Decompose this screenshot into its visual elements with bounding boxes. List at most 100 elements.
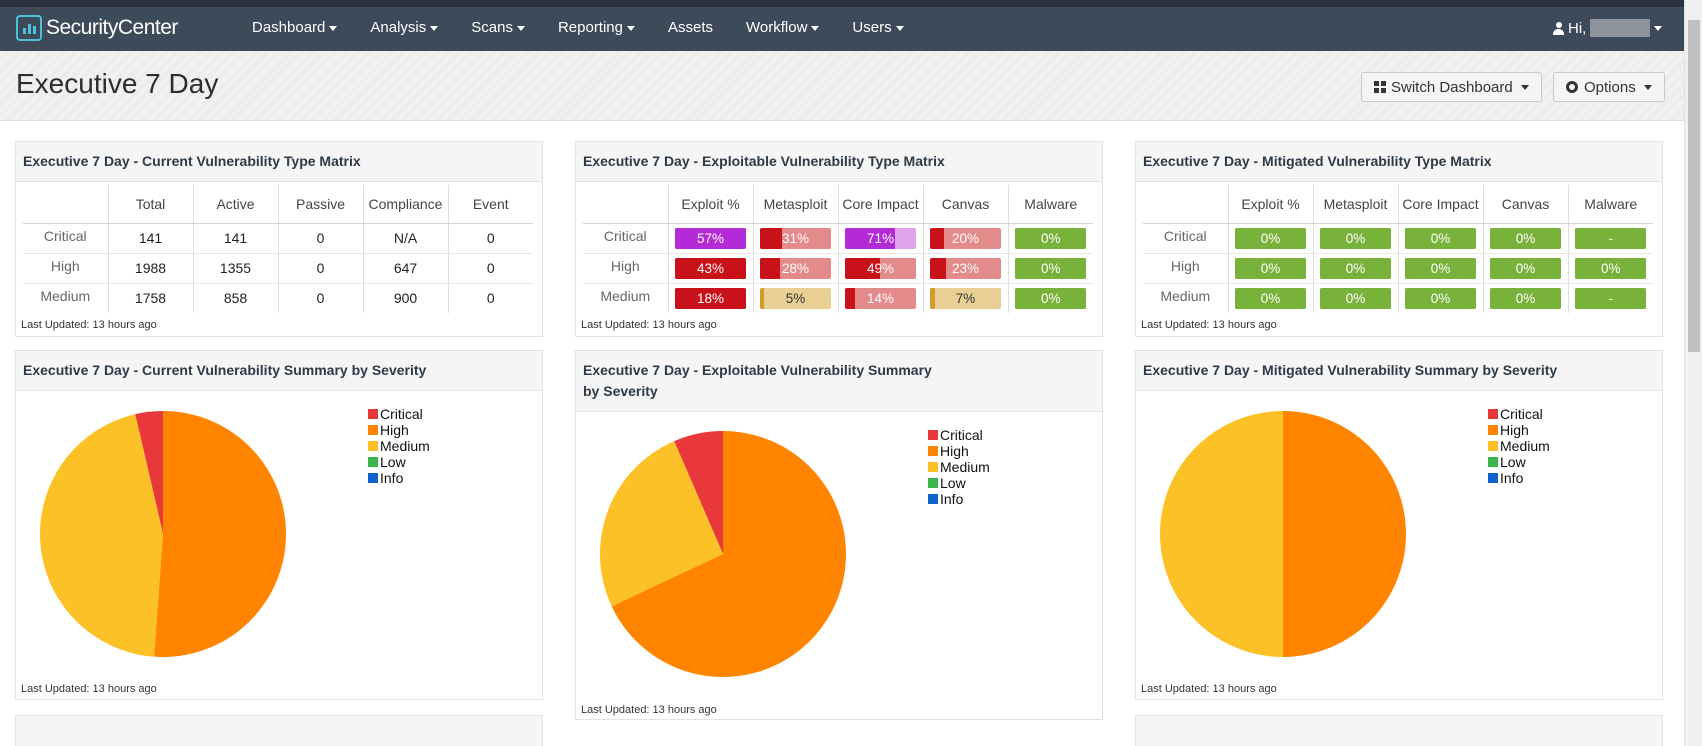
column-header: Canvas: [1482, 185, 1568, 224]
legend-label: Info: [380, 470, 404, 486]
matrix-cell[interactable]: 141: [107, 223, 193, 254]
legend-item-high[interactable]: High: [368, 422, 430, 438]
page-scrollbar[interactable]: [1684, 0, 1702, 746]
nav-analysis[interactable]: Analysis: [370, 19, 439, 36]
corner-header: [23, 185, 108, 224]
matrix-cell[interactable]: 0%: [1482, 223, 1568, 254]
legend-swatch: [1488, 425, 1498, 435]
scrollbar-thumb[interactable]: [1688, 20, 1700, 352]
nav-reporting[interactable]: Reporting: [558, 19, 635, 36]
matrix-cell[interactable]: 5%: [752, 283, 838, 313]
current-severity-pie-chart: [40, 411, 287, 657]
matrix-cell[interactable]: 1988: [107, 253, 193, 284]
pie-slice-high[interactable]: [611, 431, 846, 677]
nav-assets[interactable]: Assets: [668, 19, 713, 36]
matrix-cell[interactable]: 1355: [192, 253, 278, 284]
chevron-down-icon: [811, 25, 820, 31]
legend-item-medium[interactable]: Medium: [368, 438, 430, 454]
matrix-cell[interactable]: 0%: [1227, 223, 1313, 254]
nav-scans[interactable]: Scans: [471, 19, 525, 36]
pie-slice-critical[interactable]: [674, 431, 723, 554]
matrix-cell[interactable]: 0%: [1312, 223, 1398, 254]
app-logo[interactable]: SecurityCenter: [16, 15, 178, 41]
legend-item-critical[interactable]: Critical: [928, 427, 990, 443]
matrix-cell[interactable]: 0%: [1312, 283, 1398, 313]
pie-slice-high[interactable]: [154, 411, 287, 657]
percent-value: -: [1608, 230, 1614, 246]
legend-item-medium[interactable]: Medium: [928, 459, 990, 475]
matrix-cell[interactable]: 0%: [1567, 253, 1653, 284]
legend-item-info[interactable]: Info: [1488, 470, 1550, 486]
matrix-cell[interactable]: 0: [447, 283, 533, 313]
pie-slice-high[interactable]: [1283, 411, 1406, 657]
pie-slice-medium[interactable]: [600, 441, 723, 607]
matrix-cell[interactable]: 7%: [922, 283, 1008, 313]
matrix-cell[interactable]: 43%: [667, 253, 753, 284]
user-menu[interactable]: Hi,: [1553, 19, 1663, 37]
pie-slice-critical[interactable]: [135, 411, 163, 534]
legend-item-low[interactable]: Low: [928, 475, 990, 491]
column-header: Passive: [277, 185, 363, 224]
nav-users[interactable]: Users: [852, 19, 904, 36]
matrix-cell[interactable]: 0: [447, 223, 533, 254]
matrix-cell[interactable]: 0: [277, 253, 363, 284]
pie-slice-medium[interactable]: [40, 414, 163, 657]
matrix-cell[interactable]: 28%: [752, 253, 838, 284]
percent-bar-fill: [1575, 287, 1647, 309]
legend-item-low[interactable]: Low: [1488, 454, 1550, 470]
legend-item-critical[interactable]: Critical: [1488, 406, 1550, 422]
matrix-cell[interactable]: 0: [277, 283, 363, 313]
matrix-cell[interactable]: 0%: [1227, 253, 1313, 284]
legend-item-critical[interactable]: Critical: [368, 406, 430, 422]
switch-dashboard-button[interactable]: Switch Dashboard: [1361, 72, 1542, 102]
percent-bar: 0%: [1490, 257, 1561, 279]
matrix-cell[interactable]: 900: [362, 283, 448, 313]
matrix-cell[interactable]: 647: [362, 253, 448, 284]
matrix-cell[interactable]: 0%: [1482, 253, 1568, 284]
percent-bar-fill: [675, 287, 746, 309]
matrix-cell[interactable]: 858: [192, 283, 278, 313]
matrix-cell[interactable]: 31%: [752, 223, 838, 254]
gear-icon: [1566, 81, 1578, 93]
matrix-cell[interactable]: 0%: [1007, 253, 1093, 284]
nav-workflow[interactable]: Workflow: [746, 19, 820, 36]
matrix-cell[interactable]: 0: [447, 253, 533, 284]
matrix-cell[interactable]: 49%: [837, 253, 923, 284]
legend-item-high[interactable]: High: [928, 443, 990, 459]
matrix-cell[interactable]: 0%: [1482, 283, 1568, 313]
matrix-cell[interactable]: 18%: [667, 283, 753, 313]
percent-bar-fill: [1490, 257, 1561, 279]
matrix-cell[interactable]: -: [1567, 283, 1653, 313]
legend-item-info[interactable]: Info: [928, 491, 990, 507]
matrix-cell[interactable]: 1758: [107, 283, 193, 313]
matrix-cell[interactable]: 0%: [1007, 223, 1093, 254]
legend-item-low[interactable]: Low: [368, 454, 430, 470]
legend-item-medium[interactable]: Medium: [1488, 438, 1550, 454]
matrix-cell[interactable]: 20%: [922, 223, 1008, 254]
options-button[interactable]: Options: [1553, 72, 1665, 102]
matrix-cell[interactable]: 23%: [922, 253, 1008, 284]
matrix-cell[interactable]: 0%: [1007, 283, 1093, 313]
matrix-cell[interactable]: 0%: [1397, 253, 1483, 284]
column-header: Active: [192, 185, 278, 224]
matrix-cell[interactable]: -: [1567, 223, 1653, 254]
matrix-cell[interactable]: 71%: [837, 223, 923, 254]
percent-value: 0%: [1430, 260, 1451, 276]
matrix-cell[interactable]: 0%: [1227, 283, 1313, 313]
nav-dashboard[interactable]: Dashboard: [252, 19, 338, 36]
matrix-cell[interactable]: 0: [277, 223, 363, 254]
percent-bar-fill: [1235, 287, 1306, 309]
matrix-cell[interactable]: 0%: [1312, 253, 1398, 284]
matrix-cell[interactable]: 57%: [667, 223, 753, 254]
legend-item-info[interactable]: Info: [368, 470, 430, 486]
percent-bar: 0%: [1405, 287, 1476, 309]
matrix-cell[interactable]: 141: [192, 223, 278, 254]
matrix-cell[interactable]: N/A: [362, 223, 448, 254]
matrix-cell[interactable]: 0%: [1397, 223, 1483, 254]
pie-slice-medium[interactable]: [1160, 411, 1283, 657]
legend-item-high[interactable]: High: [1488, 422, 1550, 438]
table-row: Critical 57% 31% 71% 20% 0%: [583, 223, 1093, 254]
matrix-cell[interactable]: 14%: [837, 283, 923, 313]
matrix-cell[interactable]: 0%: [1397, 283, 1483, 313]
percent-value: 0%: [1040, 290, 1061, 306]
